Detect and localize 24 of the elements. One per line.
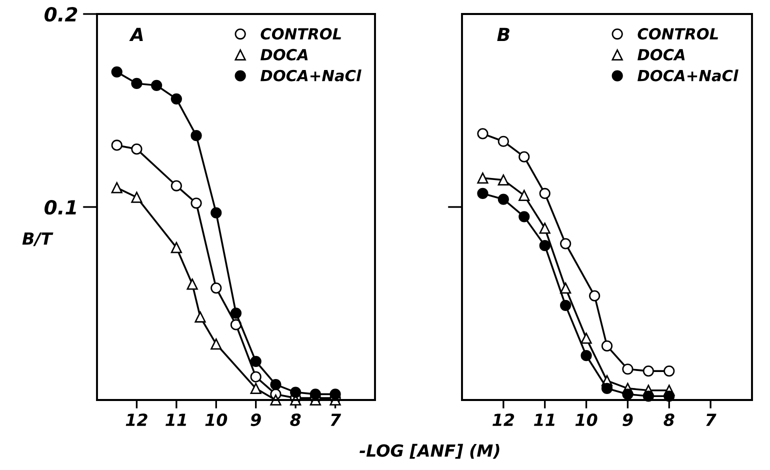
text: B — [497, 28, 510, 42]
legend-label: CONTROL — [638, 28, 718, 40]
text: A — [129, 28, 143, 42]
legend-label: DOCA — [260, 48, 308, 60]
x-tick-label: 8 — [290, 413, 301, 426]
x-tick-label: 10 — [205, 413, 228, 426]
x-axis-title: -LOG [ANF] (M) — [360, 444, 500, 459]
y-tick-label: 0.1 — [44, 200, 76, 215]
x-tick-label: 12 — [126, 413, 148, 426]
legend-label: DOCA+NaCl — [260, 70, 362, 82]
x-tick-label: 11 — [534, 414, 554, 426]
x-tick-label: 7 — [330, 414, 342, 426]
legend-label: CONTROL — [260, 28, 341, 40]
x-tick-label: 12 — [492, 413, 514, 426]
x-tick-label: 11 — [166, 414, 186, 426]
x-tick-label: 8 — [664, 413, 674, 426]
legend-label: DOCA+NaCl — [638, 70, 738, 82]
x-tick-label: 9 — [250, 414, 261, 426]
legend-label: DOCA — [638, 48, 685, 60]
y-axis-title: B/T — [22, 232, 54, 246]
x-tick-label: 9 — [622, 414, 633, 426]
y-tick-label: 0.2 — [44, 6, 78, 22]
x-tick-label: 10 — [575, 413, 598, 426]
x-tick-label: 7 — [706, 414, 716, 426]
